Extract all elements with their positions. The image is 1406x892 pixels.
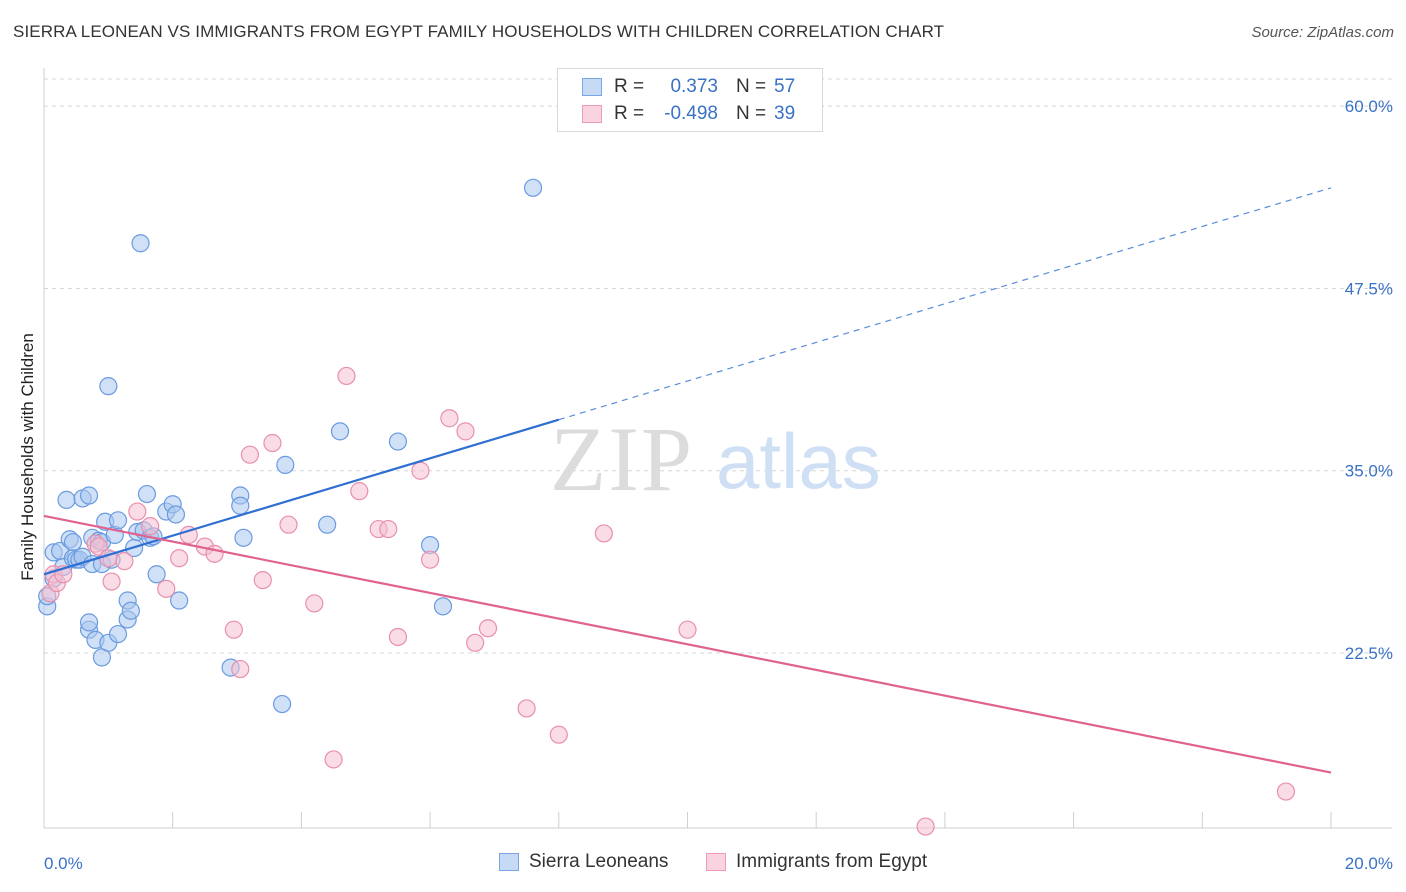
data-point — [79, 486, 99, 505]
r-value: -0.498 — [664, 103, 718, 124]
data-point — [456, 422, 475, 441]
data-point — [157, 579, 176, 598]
watermark-atlas: atlas — [716, 417, 881, 505]
data-point — [337, 366, 356, 386]
n-value: 57 — [774, 76, 796, 97]
source-credit: Source: ZipAtlas.com — [1251, 24, 1394, 41]
data-point — [231, 659, 250, 679]
data-point — [478, 619, 498, 638]
r-label: R = — [614, 103, 645, 124]
axes — [43, 68, 1392, 829]
r-label: R = — [614, 76, 645, 97]
data-point — [263, 433, 282, 453]
data-point — [57, 490, 76, 509]
data-point — [137, 484, 157, 504]
watermark: ZIP atlas — [550, 408, 881, 510]
y-tick-label: 47.5% — [1345, 279, 1393, 298]
swatch-pink — [582, 105, 602, 123]
data-point — [324, 750, 343, 769]
gridlines — [44, 78, 1392, 654]
data-point — [79, 613, 99, 632]
data-point — [121, 601, 140, 620]
data-point — [330, 422, 350, 441]
data-point — [517, 699, 536, 718]
x-tick-label: 20.0% — [1345, 854, 1393, 873]
data-point — [170, 549, 189, 568]
data-point — [253, 570, 272, 590]
data-point — [678, 620, 697, 639]
data-point — [141, 517, 160, 536]
watermark-zip: ZIP — [550, 408, 694, 510]
data-point — [440, 409, 459, 428]
data-point — [63, 533, 83, 552]
y-tick-label: 35.0% — [1345, 462, 1393, 481]
data-point — [549, 725, 568, 744]
data-point — [1276, 782, 1296, 801]
data-point — [108, 624, 128, 644]
x-tick-label: 0.0% — [44, 854, 83, 873]
y-tick-label: 60.0% — [1345, 97, 1393, 116]
legend-item-egypt: Immigrants from Egypt — [706, 851, 927, 873]
data-point — [388, 432, 408, 451]
stats-row-egypt: R = -0.498 N = 39 — [582, 101, 795, 127]
n-value: 39 — [774, 103, 796, 124]
data-point — [170, 591, 189, 610]
data-point — [279, 515, 298, 534]
data-point — [411, 461, 430, 480]
y-tick-label: 22.5% — [1345, 644, 1393, 663]
data-point — [350, 482, 369, 501]
trend-line-egypt — [43, 514, 1332, 774]
data-point — [147, 565, 166, 584]
data-point — [379, 519, 398, 539]
tick-labels: 22.5% 35.0% 47.5% 60.0% 0.0% 20.0% — [44, 97, 1393, 873]
data-point — [128, 502, 147, 521]
data-point — [388, 627, 408, 647]
chart-title: SIERRA LEONEAN VS IMMIGRANTS FROM EGYPT … — [13, 22, 945, 41]
trend-line-sierra-leoneans — [43, 418, 560, 576]
legend-label-sierra-leoneans: Sierra Leoneans — [529, 851, 669, 872]
data-point — [433, 597, 453, 616]
stats-legend: R = 0.373 N = 57 R = -0.498 N = 39 — [557, 68, 823, 132]
data-point — [421, 550, 440, 569]
data-point — [916, 817, 935, 836]
data-point — [318, 515, 337, 534]
n-label: N = — [736, 76, 767, 97]
data-point — [466, 633, 485, 652]
legend-swatch-pink — [706, 853, 726, 871]
data-point — [89, 537, 108, 556]
trend-lines — [43, 187, 1332, 774]
data-point — [115, 552, 134, 571]
series-sierra-leoneans-points — [38, 178, 543, 714]
n-label: N = — [736, 103, 767, 124]
swatch-blue — [582, 78, 602, 96]
y-axis-label: Family Households with Children — [18, 333, 37, 581]
data-point — [224, 620, 243, 639]
data-point — [305, 594, 324, 613]
data-point — [594, 524, 613, 543]
data-point — [240, 445, 260, 464]
legend-swatch-blue — [499, 853, 519, 871]
data-point — [99, 377, 118, 396]
data-point — [102, 572, 121, 591]
legend-item-sierra-leoneans: Sierra Leoneans — [499, 851, 668, 873]
data-point — [276, 455, 295, 474]
data-point — [131, 234, 150, 253]
r-value: 0.373 — [670, 76, 718, 97]
data-point — [166, 505, 186, 524]
data-point — [234, 528, 253, 547]
legend-label-egypt: Immigrants from Egypt — [736, 851, 928, 872]
stats-row-sierra-leoneans: R = 0.373 N = 57 — [582, 74, 795, 100]
data-point — [523, 178, 543, 197]
data-point — [108, 511, 128, 530]
trend-line-sierra-leoneans-extension — [558, 187, 1332, 421]
data-point — [272, 694, 292, 714]
data-point — [231, 496, 250, 515]
